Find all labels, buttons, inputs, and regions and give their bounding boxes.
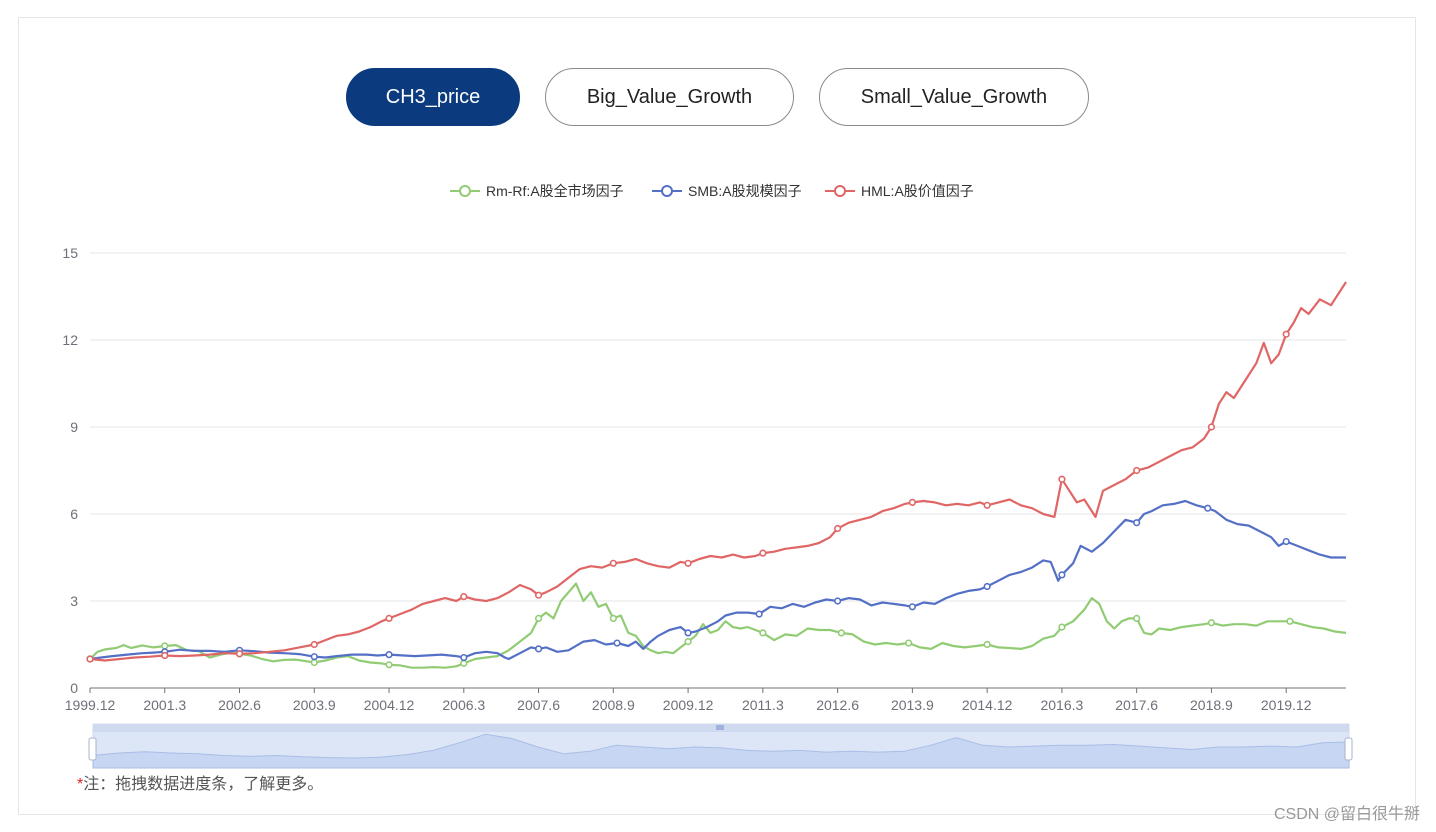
series-point-1 [534,645,543,653]
legend-marker-rm-rf [450,185,480,197]
legend-marker-smb [652,185,682,197]
series-point-1 [310,653,318,661]
tab-big-value-growth[interactable]: Big_Value_Growth [545,68,794,126]
series-point-0 [1058,623,1066,631]
x-tick-label: 2009.12 [663,697,714,713]
series-point-2 [235,650,244,658]
series-point-1 [385,651,393,659]
x-tick-label: 2004.12 [364,697,415,713]
series-point-2 [834,524,842,533]
legend-label-rm-rf: Rm-Rf:A股全市场因子 [486,183,624,199]
y-tick-label: 3 [70,593,78,609]
series-point-1 [1204,504,1212,512]
zoom-handle-right[interactable] [1344,737,1353,761]
series-point-0 [1133,614,1141,623]
series-point-0 [161,642,169,650]
zoom-grip-icon [716,725,724,730]
series-point-2 [908,498,916,507]
series-point-2 [759,549,767,557]
x-tick-label: 2007.6 [517,697,560,713]
chart-legend: Rm-Rf:A股全市场因子 SMB:A股规模因子 HML:A股价值因子 [0,163,1436,199]
series-point-2 [1133,466,1141,475]
x-tick-label: 2017.6 [1115,697,1158,713]
series-line-2 [89,281,1347,662]
legend-item-smb[interactable]: SMB:A股规模因子 [652,180,802,202]
series-point-1 [460,653,468,662]
tab-ch3-price[interactable]: CH3_price [346,68,520,126]
series-point-1 [684,629,692,637]
x-tick-label: 2012.6 [816,697,859,713]
note-text: 注：拖拽数据进度条，了解更多。 [83,776,324,793]
x-tick-label: 2016.3 [1040,697,1083,713]
line-chart: 0 3 6 9 12 15 1999.12 2001.3 2002.6 2003.9 2004.12… [62,245,1353,769]
tab-small-value-growth[interactable]: Small_Value_Growth [819,68,1089,126]
x-tick-label: 1999.12 [65,697,116,713]
series-point-1 [908,603,916,611]
chart-panel [18,17,1416,815]
series-point-2 [385,614,393,623]
x-tick-label: 2019.12 [1261,697,1312,713]
note: *注：拖拽数据进度条，了解更多。 [77,770,323,794]
series-point-2 [1207,423,1216,431]
series-point-0 [983,640,991,649]
series-point-0 [310,658,318,667]
x-tick-label: 2008.9 [592,697,635,713]
series-point-2 [1282,330,1290,338]
series-point-0 [759,629,767,637]
series-point-2 [310,640,318,649]
series-point-0 [460,659,468,667]
series-point-1 [834,597,842,605]
series-point-0 [684,637,692,646]
series-line-1 [89,499,1346,661]
series-point-1 [613,639,621,647]
y-tick-label: 6 [70,506,78,522]
series-point-0 [1207,619,1216,627]
series-point-0 [837,629,845,637]
series-point-1 [1058,571,1066,579]
series-point-2 [983,501,991,509]
legend-marker-hml [825,185,855,197]
series-point-1 [1133,519,1141,527]
series-point-1 [755,610,763,618]
x-tick-label: 2011.3 [742,697,784,713]
legend-item-hml[interactable]: HML:A股价值因子 [825,180,974,202]
series-point-2 [86,655,94,663]
series-point-0 [1286,617,1294,625]
series-point-2 [161,651,169,660]
y-tick-label: 0 [70,680,78,696]
series-point-0 [905,639,913,647]
series-point-2 [460,593,468,601]
x-tick-label: 2002.6 [218,697,261,713]
series-line-0 [89,582,1347,669]
series-point-2 [684,559,692,567]
legend-item-rm-rf[interactable]: Rm-Rf:A股全市场因子 [450,180,624,202]
series-point-2 [609,559,617,567]
y-tick-label: 12 [62,332,78,348]
series-point-0 [609,614,617,623]
series-point-0 [534,614,543,623]
watermark: CSDN @留白很牛掰 [1273,806,1420,823]
zoom-handle-left[interactable] [88,737,97,761]
y-tick-label: 15 [62,245,78,261]
y-tick-label: 9 [70,419,78,435]
series-point-2 [1058,475,1066,483]
series-point-1 [1282,537,1290,546]
legend-label-smb: SMB:A股规模因子 [688,183,802,199]
x-tick-label: 2001.3 [143,697,186,713]
legend-label-hml: HML:A股价值因子 [861,183,974,199]
note-star: * [77,776,84,793]
x-tick-label: 2006.3 [442,697,485,713]
x-tick-label: 2018.9 [1190,697,1233,713]
x-tick-label: 2013.9 [891,697,934,713]
x-tick-label: 2003.9 [293,697,336,713]
zoom-overview-area [92,733,1350,769]
x-tick-label: 2014.12 [962,697,1013,713]
series-point-0 [385,661,393,669]
series-point-2 [534,591,543,599]
series-point-1 [983,582,991,591]
